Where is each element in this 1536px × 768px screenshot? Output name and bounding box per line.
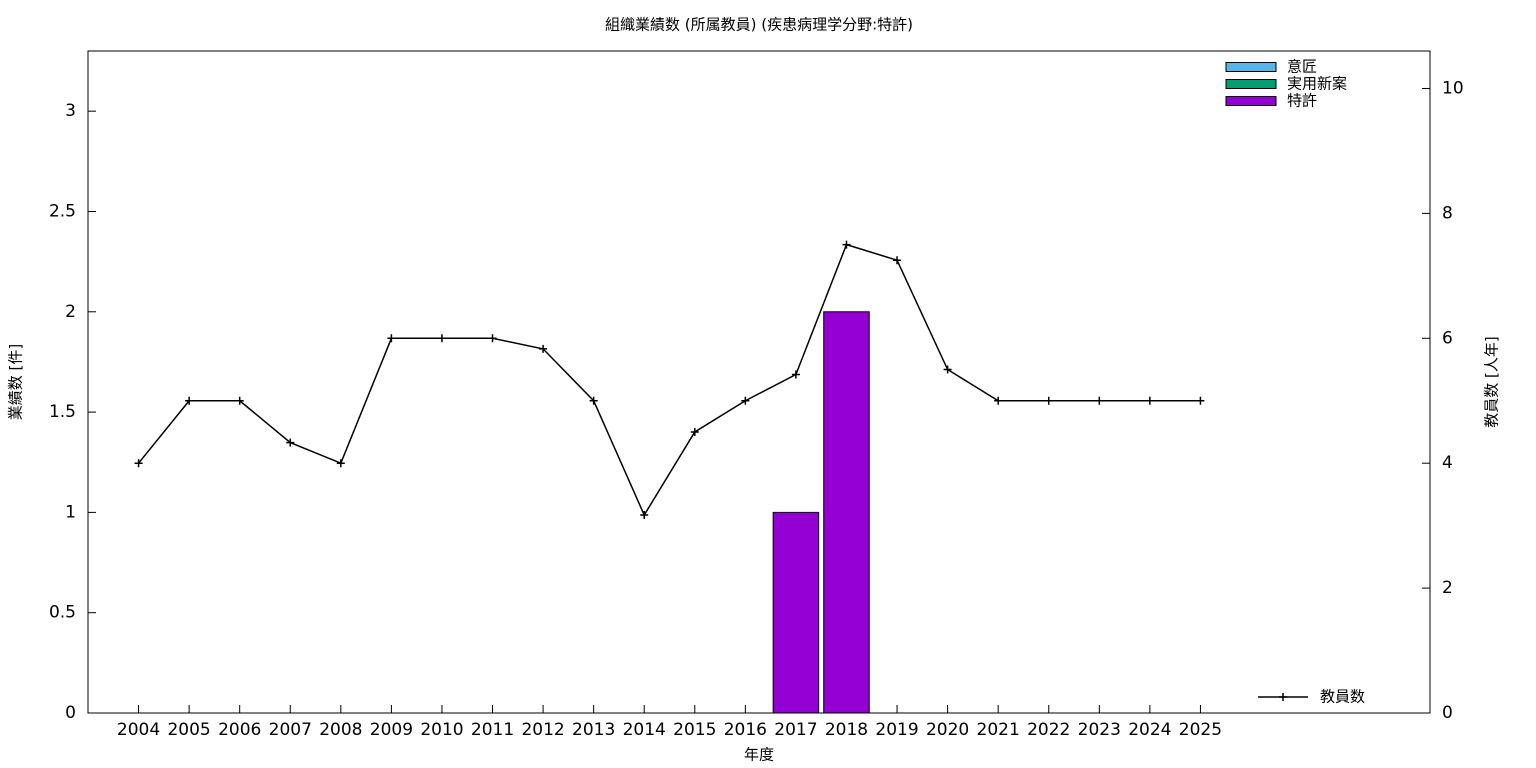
x-tick-label: 2022 xyxy=(1027,720,1070,740)
point xyxy=(741,396,750,405)
y2-tick-label: 0 xyxy=(1442,703,1453,723)
x-tick-label: 2004 xyxy=(117,720,160,740)
x-tick-label: 2014 xyxy=(623,720,666,740)
point xyxy=(235,396,244,405)
point xyxy=(791,370,800,379)
point xyxy=(589,396,598,405)
x-tick-label: 2007 xyxy=(269,720,312,740)
y2-tick-label: 8 xyxy=(1442,203,1453,223)
point xyxy=(943,365,952,374)
x-tick-label: 2016 xyxy=(724,720,767,740)
legend-label: 特許 xyxy=(1287,92,1317,110)
point xyxy=(336,459,345,468)
y-tick-label: 2.5 xyxy=(49,201,76,221)
point xyxy=(1095,396,1104,405)
legend-label: 意匠 xyxy=(1287,58,1317,76)
y2-tick-label: 6 xyxy=(1442,328,1453,348)
x-axis-label: 年度 xyxy=(744,746,774,764)
x-tick-label: 2006 xyxy=(218,720,261,740)
bar xyxy=(823,311,870,714)
point xyxy=(134,459,143,468)
x-tick-label: 2012 xyxy=(521,720,564,740)
point xyxy=(690,427,699,436)
point xyxy=(539,344,548,353)
chart-title: 組織業績数 (所属教員) (疾患病理学分野:特許) xyxy=(605,16,913,34)
point xyxy=(387,334,396,343)
y-tick-label: 0.5 xyxy=(49,603,76,623)
y-tick-label: 2 xyxy=(65,302,76,322)
x-tick-label: 2008 xyxy=(319,720,362,740)
x-tick-label: 2020 xyxy=(926,720,969,740)
x-tick-label: 2018 xyxy=(825,720,868,740)
y-tick-label: 0 xyxy=(65,703,76,723)
y-tick-label: 1.5 xyxy=(49,402,76,422)
y2-tick-label: 10 xyxy=(1442,78,1464,98)
x-tick-label: 2009 xyxy=(370,720,413,740)
point xyxy=(1196,396,1205,405)
x-tick-label: 2019 xyxy=(875,720,918,740)
point xyxy=(488,334,497,343)
legend-swatch xyxy=(1225,96,1277,106)
point xyxy=(437,334,446,343)
point xyxy=(994,396,1003,405)
point xyxy=(842,240,851,249)
point xyxy=(1044,396,1053,405)
legend-swatch xyxy=(1225,62,1277,72)
line xyxy=(137,243,1201,517)
x-tick-label: 2023 xyxy=(1078,720,1121,740)
legend-label: 教員数 xyxy=(1320,688,1365,706)
y-tick-label: 1 xyxy=(65,502,76,522)
legend-point xyxy=(1279,693,1287,701)
point xyxy=(640,511,649,520)
y2-tick-label: 2 xyxy=(1442,578,1453,598)
x-tick-label: 2011 xyxy=(471,720,514,740)
y-axis-label: 業績数 [件] xyxy=(7,344,25,420)
point xyxy=(893,256,902,265)
y-tick-label: 3 xyxy=(65,101,76,121)
point xyxy=(286,438,295,447)
y2-tick-label: 4 xyxy=(1442,453,1453,473)
x-tick-label: 2024 xyxy=(1128,720,1171,740)
legend-swatch xyxy=(1225,79,1277,89)
x-tick-label: 2010 xyxy=(420,720,463,740)
x-tick-label: 2013 xyxy=(572,720,615,740)
point xyxy=(185,396,194,405)
x-tick-label: 2005 xyxy=(167,720,210,740)
x-tick-label: 2015 xyxy=(673,720,716,740)
legend-label: 実用新案 xyxy=(1287,75,1347,93)
plot-frame xyxy=(87,50,1431,714)
x-tick-label: 2025 xyxy=(1179,720,1222,740)
point xyxy=(1145,396,1154,405)
y2-axis-label: 教員数 [人年] xyxy=(1483,336,1501,427)
x-tick-label: 2017 xyxy=(774,720,817,740)
x-tick-label: 2021 xyxy=(977,720,1020,740)
bar xyxy=(772,511,820,714)
